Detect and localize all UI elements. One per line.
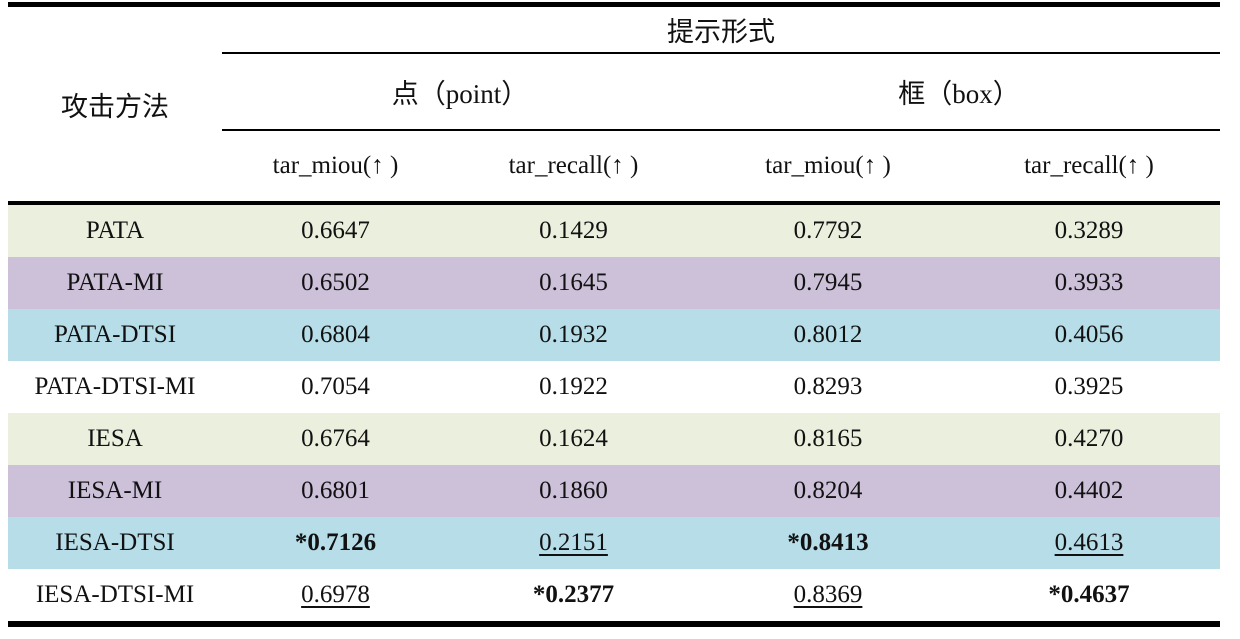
attack-method-label: IESA-DTSI: [55, 529, 175, 556]
metric-value: *0.2377: [449, 569, 698, 624]
metric-value: 0.7945: [698, 257, 958, 309]
metric-value: *0.4637: [958, 569, 1220, 624]
metric-value: 0.6801: [222, 465, 449, 517]
value: 0.1624: [539, 425, 608, 452]
value: 0.8204: [793, 477, 863, 504]
value: 0.1645: [539, 269, 608, 296]
metric-value: 0.8369: [698, 569, 958, 624]
metric-value: 0.1645: [449, 257, 698, 309]
metric-value: 0.1624: [449, 413, 698, 465]
prompt-form-header: 提示形式: [222, 4, 1220, 54]
second-best-value: 0.8369: [793, 581, 863, 608]
second-best-value: 0.2151: [539, 529, 608, 556]
metric-value: 0.2151: [449, 517, 698, 569]
metric-value: 0.4270: [958, 413, 1220, 465]
value: 0.3925: [1054, 373, 1124, 400]
best-value: *0.7126: [294, 529, 377, 556]
metric-value: 0.1429: [449, 203, 698, 257]
metric-value: 0.6978: [222, 569, 449, 624]
metric-value: 0.8165: [698, 413, 958, 465]
attack-method-label: PATA-DTSI-MI: [34, 373, 196, 400]
attack-method-label: PATA-DTSI: [53, 321, 177, 348]
value: 0.1860: [539, 477, 608, 504]
metric-value: 0.3933: [958, 257, 1220, 309]
value: 0.4056: [1054, 321, 1124, 348]
value: 0.6647: [301, 217, 370, 244]
value: 0.7792: [793, 217, 863, 244]
value: 0.8293: [793, 373, 863, 400]
value: 0.6764: [301, 425, 370, 452]
metric-value: 0.1860: [449, 465, 698, 517]
table-row: IESA-DTSI-MI 0.6978 *0.2377 0.8369 *0.4637: [8, 569, 1220, 624]
metric-value: 0.4056: [958, 309, 1220, 361]
metric-value: 0.6647: [222, 203, 449, 257]
metric-value: 0.4402: [958, 465, 1220, 517]
metric-value: *0.7126: [222, 517, 449, 569]
table-row: IESA-DTSI *0.7126 0.2151 *0.8413 0.4613: [8, 517, 1220, 569]
attack-method-label: IESA-DTSI-MI: [35, 581, 195, 608]
table-body: PATA 0.6647 0.1429 0.7792 0.3289 PATA-MI 0.650…: [8, 203, 1220, 624]
group-header-box: 框（box）: [698, 53, 1220, 131]
value: 0.1932: [539, 321, 608, 348]
table-row: IESA-MI 0.6801 0.1860 0.8204 0.4402: [8, 465, 1220, 517]
header-row-prompt-form: 攻击方法 提示形式: [8, 4, 1220, 205]
value: 0.1429: [539, 217, 608, 244]
metric-header-box-tar-recall: tar_recall(↑ ): [958, 130, 1220, 205]
metric-value: 0.7054: [222, 361, 449, 413]
second-best-value: 0.4613: [1054, 529, 1124, 556]
table-row: PATA-MI 0.6502 0.1645 0.7945 0.3933: [8, 257, 1220, 309]
table-row: IESA 0.6764 0.1624 0.8165 0.4270: [8, 413, 1220, 465]
metric-value: 0.8012: [698, 309, 958, 361]
metric-value: 0.4613: [958, 517, 1220, 569]
best-value: *0.4637: [1048, 581, 1130, 608]
value: 0.7945: [793, 269, 863, 296]
metric-header-point-tar-miou: tar_miou(↑ ): [222, 130, 449, 205]
value: 0.4402: [1054, 477, 1124, 504]
value: 0.6801: [301, 477, 370, 504]
results-table: 攻击方法 提示形式 点（point） 框（box） tar_miou(↑ ) t…: [8, 2, 1220, 627]
metric-value: 0.7792: [698, 203, 958, 257]
metric-value: 0.3925: [958, 361, 1220, 413]
header-row-metrics: tar_miou(↑ ) tar_recall(↑ ) tar_miou(↑ )…: [8, 130, 1220, 205]
header-row-groups: 点（point） 框（box）: [8, 53, 1220, 131]
metric-value: 0.1922: [449, 361, 698, 413]
metric-header-box-tar-miou: tar_miou(↑ ): [698, 130, 958, 205]
second-best-value: 0.6978: [301, 581, 370, 608]
attack-method-label: IESA: [87, 425, 143, 452]
table-row: PATA-DTSI 0.6804 0.1932 0.8012 0.4056: [8, 309, 1220, 361]
value: 0.6502: [301, 269, 370, 296]
metric-value: 0.6764: [222, 413, 449, 465]
table-row: PATA-DTSI-MI 0.7054 0.1922 0.8293 0.3925: [8, 361, 1220, 413]
best-value: *0.8413: [787, 529, 869, 556]
metric-value: 0.6804: [222, 309, 449, 361]
attack-method-label: IESA-MI: [67, 477, 163, 504]
attack-method-header: 攻击方法: [8, 4, 222, 205]
best-value: *0.2377: [532, 581, 615, 608]
value: 0.3289: [1054, 217, 1124, 244]
table-row: PATA 0.6647 0.1429 0.7792 0.3289: [8, 203, 1220, 257]
metric-header-point-tar-recall: tar_recall(↑ ): [449, 130, 698, 205]
metric-value: 0.8204: [698, 465, 958, 517]
value: 0.6804: [301, 321, 370, 348]
group-header-point: 点（point）: [222, 53, 698, 131]
metric-value: 0.1932: [449, 309, 698, 361]
metric-value: *0.8413: [698, 517, 958, 569]
metric-value: 0.8293: [698, 361, 958, 413]
value: 0.1922: [539, 373, 608, 400]
metric-value: 0.3289: [958, 203, 1220, 257]
value: 0.8165: [793, 425, 863, 452]
value: 0.8012: [793, 321, 863, 348]
metric-value: 0.6502: [222, 257, 449, 309]
value: 0.3933: [1054, 269, 1124, 296]
attack-method-label: PATA-MI: [66, 269, 164, 296]
value: 0.7054: [301, 373, 370, 400]
attack-method-label: PATA: [85, 217, 145, 244]
value: 0.4270: [1054, 425, 1124, 452]
